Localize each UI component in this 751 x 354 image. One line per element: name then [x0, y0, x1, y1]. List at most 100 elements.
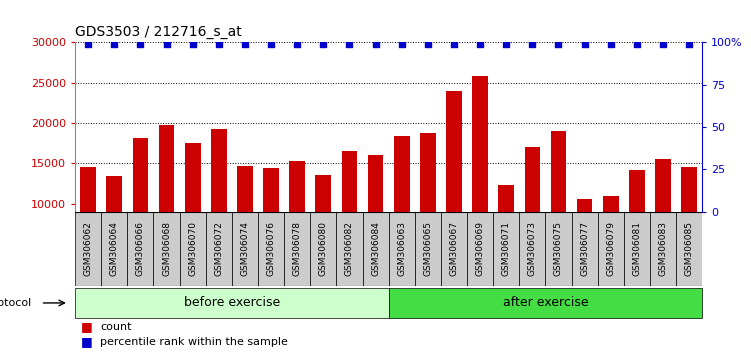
Bar	[598, 212, 624, 286]
Bar	[310, 212, 336, 286]
Point	[108, 41, 120, 47]
Text: GSM306071: GSM306071	[502, 221, 511, 276]
Text: ■: ■	[81, 320, 93, 333]
Bar	[363, 212, 389, 286]
Point	[161, 41, 173, 47]
Bar	[394, 136, 409, 212]
Text: before exercise: before exercise	[184, 296, 280, 309]
Text: count: count	[100, 322, 131, 332]
Bar	[80, 167, 96, 212]
Point	[239, 41, 251, 47]
Text: ■: ■	[81, 335, 93, 348]
Point	[187, 41, 199, 47]
Point	[526, 41, 538, 47]
Bar	[441, 212, 467, 286]
Text: GSM306079: GSM306079	[606, 221, 615, 276]
Bar	[519, 212, 545, 286]
Bar	[75, 288, 389, 318]
Bar	[284, 212, 310, 286]
Bar	[493, 212, 519, 286]
Point	[82, 41, 94, 47]
Bar	[655, 159, 671, 212]
Text: percentile rank within the sample: percentile rank within the sample	[100, 337, 288, 347]
Bar	[446, 91, 462, 212]
Text: GSM306077: GSM306077	[580, 221, 589, 276]
Bar	[158, 125, 174, 212]
Point	[318, 41, 330, 47]
Bar	[211, 130, 227, 212]
Text: GSM306070: GSM306070	[189, 221, 198, 276]
Bar	[232, 212, 258, 286]
Bar	[572, 212, 598, 286]
Point	[343, 41, 355, 47]
Bar	[107, 176, 122, 212]
Bar	[368, 155, 384, 212]
Text: GSM306075: GSM306075	[554, 221, 563, 276]
Point	[631, 41, 643, 47]
Point	[474, 41, 486, 47]
Bar	[315, 175, 331, 212]
Bar	[336, 212, 363, 286]
Bar	[629, 170, 644, 212]
Bar	[133, 137, 148, 212]
Bar	[650, 212, 676, 286]
Text: GSM306062: GSM306062	[83, 221, 92, 276]
Bar	[289, 161, 305, 212]
Bar	[550, 131, 566, 212]
Bar	[681, 167, 697, 212]
Bar	[258, 212, 284, 286]
Bar	[545, 212, 572, 286]
Point	[369, 41, 382, 47]
Bar	[185, 143, 201, 212]
Text: GSM306064: GSM306064	[110, 221, 119, 276]
Text: GSM306073: GSM306073	[528, 221, 537, 276]
Point	[683, 41, 695, 47]
Point	[291, 41, 303, 47]
Bar	[603, 196, 619, 212]
Bar	[577, 199, 593, 212]
Text: GSM306081: GSM306081	[632, 221, 641, 276]
Text: GSM306068: GSM306068	[162, 221, 171, 276]
Text: GSM306065: GSM306065	[424, 221, 433, 276]
Point	[605, 41, 617, 47]
Text: GSM306082: GSM306082	[345, 221, 354, 276]
Text: GSM306084: GSM306084	[371, 221, 380, 276]
Bar	[467, 212, 493, 286]
Point	[578, 41, 590, 47]
Bar	[389, 212, 415, 286]
Text: GSM306063: GSM306063	[397, 221, 406, 276]
Point	[500, 41, 512, 47]
Point	[657, 41, 669, 47]
Point	[448, 41, 460, 47]
Text: GSM306085: GSM306085	[685, 221, 694, 276]
Point	[396, 41, 408, 47]
Bar	[237, 166, 253, 212]
Bar	[472, 76, 488, 212]
Bar	[153, 212, 179, 286]
Bar	[499, 185, 514, 212]
Bar	[179, 212, 206, 286]
Text: GSM306066: GSM306066	[136, 221, 145, 276]
Bar	[415, 212, 441, 286]
Bar	[75, 212, 101, 286]
Text: GSM306072: GSM306072	[214, 221, 223, 276]
Bar	[101, 212, 128, 286]
Bar	[264, 168, 279, 212]
Bar	[676, 212, 702, 286]
Text: GSM306076: GSM306076	[267, 221, 276, 276]
Point	[553, 41, 565, 47]
Point	[213, 41, 225, 47]
Text: protocol: protocol	[0, 298, 32, 308]
Text: GSM306083: GSM306083	[659, 221, 668, 276]
Bar	[524, 147, 540, 212]
Bar	[206, 212, 232, 286]
Point	[134, 41, 146, 47]
Text: GSM306080: GSM306080	[319, 221, 328, 276]
Text: GSM306069: GSM306069	[475, 221, 484, 276]
Text: GSM306078: GSM306078	[293, 221, 302, 276]
Bar	[342, 151, 357, 212]
Text: GSM306067: GSM306067	[449, 221, 458, 276]
Bar	[389, 288, 702, 318]
Point	[265, 41, 277, 47]
Bar	[624, 212, 650, 286]
